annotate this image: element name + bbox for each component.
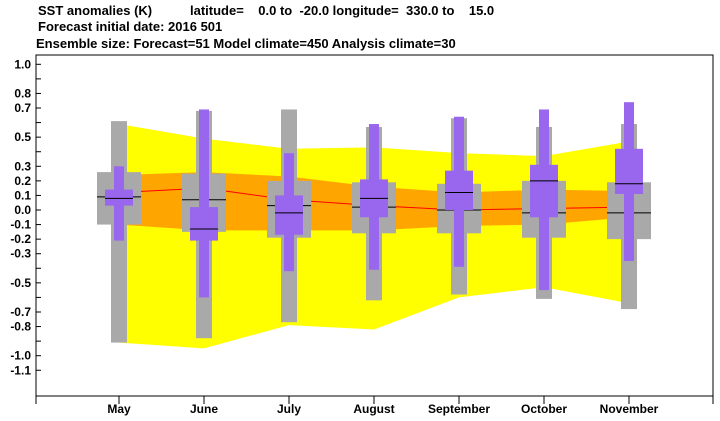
x-tick-label-july: July xyxy=(277,402,301,416)
y-tick-label: 0.5 xyxy=(14,130,31,144)
title-region: latitude= 0.0 to -20.0 longitude= 330.0 … xyxy=(190,3,495,18)
y-tick-label: 0.2 xyxy=(14,174,31,188)
title-init-date: Forecast initial date: 2016 501 xyxy=(38,19,223,34)
y-tick-label: -0.3 xyxy=(10,247,31,261)
title-ensemble-size: Ensemble size: Forecast=51 Model climate… xyxy=(36,36,456,51)
forecast-box-may xyxy=(105,189,133,206)
y-tick-label: 0.7 xyxy=(14,101,31,115)
x-tick-label-may: May xyxy=(107,402,131,416)
y-tick-label: 0.0 xyxy=(14,203,31,217)
y-tick-label: -0.2 xyxy=(10,232,31,246)
x-tick-label-november: November xyxy=(600,402,659,416)
y-tick-label: -0.8 xyxy=(10,320,31,334)
x-tick-label-august: August xyxy=(353,402,394,416)
y-tick-label: -0.7 xyxy=(10,305,31,319)
x-tick-label-september: September xyxy=(428,402,490,416)
title-variable: SST anomalies (K) xyxy=(38,3,153,18)
y-tick-label: 0.1 xyxy=(14,188,31,202)
y-tick-label: 0.8 xyxy=(14,86,31,100)
x-tick-label-june: June xyxy=(190,402,218,416)
y-tick-label: 1.0 xyxy=(14,57,31,71)
forecast-box-october xyxy=(530,164,558,218)
forecast-box-june xyxy=(190,207,218,241)
y-tick-label: 0.3 xyxy=(14,159,31,173)
y-tick-label: -1.0 xyxy=(10,349,31,363)
y-tick-label: -1.1 xyxy=(10,363,31,377)
forecast-box-july xyxy=(275,195,303,235)
x-tick-label-october: October xyxy=(521,402,567,416)
forecast-box-november xyxy=(615,148,643,194)
forecast-whisker-june xyxy=(199,109,209,298)
forecast-box-september xyxy=(445,170,473,210)
y-tick-label: -0.1 xyxy=(10,218,31,232)
y-tick-label: -0.5 xyxy=(10,276,31,290)
